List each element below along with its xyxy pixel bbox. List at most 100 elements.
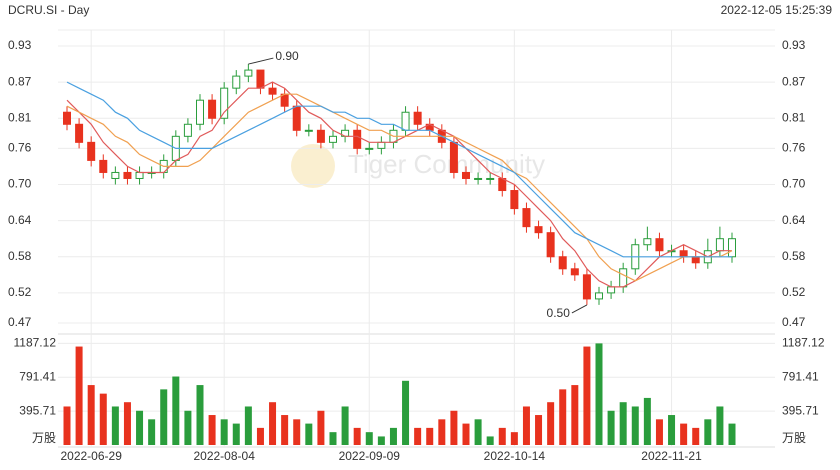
watermark-logo (291, 144, 335, 188)
y-tick-label: 0.52 (8, 285, 32, 299)
candle-body (619, 268, 628, 288)
annotation-leader (248, 57, 274, 65)
volume-bar (450, 410, 458, 445)
volume-bar (208, 415, 216, 445)
candle-body (474, 177, 483, 180)
candle-body (292, 105, 301, 131)
candle-body (655, 238, 664, 252)
y-tick-label: 0.47 (8, 315, 32, 329)
candle-body (304, 129, 313, 132)
volume-bar (389, 427, 397, 445)
volume-tick-label: 1187.12 (14, 336, 57, 350)
volume-bar (668, 415, 676, 445)
y-tick-label: 0.76 (8, 141, 32, 155)
candle-body (679, 250, 688, 258)
volume-bar (87, 385, 95, 445)
volume-tick-label-right: 791.41 (782, 369, 819, 383)
moving-average-line (66, 81, 732, 258)
volume-bar (414, 427, 422, 445)
candle-body (558, 256, 567, 270)
volume-bar (655, 419, 663, 445)
x-tick-label: 2022-10-14 (484, 449, 546, 463)
volume-bar (607, 410, 615, 445)
volume-bar (535, 415, 543, 445)
annotation: 0.50 (547, 306, 571, 320)
volume-bar (728, 423, 736, 445)
volume-bar (293, 419, 301, 445)
volume-bar (474, 419, 482, 445)
candle-body (244, 69, 253, 77)
volume-unit-right: 万股 (782, 431, 806, 445)
volume-bar (438, 419, 446, 445)
y-tick-label-right: 0.93 (782, 38, 806, 52)
candle-body (75, 123, 84, 143)
volume-tick-label-right: 1187.12 (782, 336, 825, 350)
candle-body (413, 111, 422, 125)
candle-body (510, 190, 519, 210)
volume-bar (631, 406, 639, 445)
timestamp: 2022-12-05 15:25:39 (721, 3, 833, 17)
volume-bar (172, 376, 180, 445)
volume-bar (365, 432, 373, 445)
candle-body (329, 135, 337, 143)
candle-body (522, 208, 531, 228)
volume-bar (305, 423, 313, 445)
volume-bar (402, 380, 410, 445)
volume-bar (377, 436, 385, 445)
y-tick-label-right: 0.87 (782, 74, 806, 88)
y-tick-label-right: 0.58 (782, 249, 806, 263)
volume-bar (111, 406, 119, 445)
volume-bar (704, 419, 712, 445)
candle-body (691, 256, 700, 264)
candle-body (135, 171, 144, 179)
volume-bar (559, 389, 567, 445)
volume-bar (256, 427, 264, 445)
volume-bar (269, 402, 277, 445)
volume-bar (148, 419, 156, 445)
volume-bar (583, 346, 591, 445)
watermark: Tiger Community (348, 149, 545, 179)
volume-unit: 万股 (32, 431, 56, 445)
moving-average-line (66, 93, 733, 282)
candle-body (256, 69, 265, 89)
candle-body (353, 129, 362, 149)
volume-bar (692, 427, 700, 445)
volume-bar (341, 406, 349, 445)
candle-body (316, 129, 325, 143)
moving-average-line (66, 81, 732, 288)
x-tick-label: 2022-08-04 (193, 449, 255, 463)
y-tick-label-right: 0.70 (782, 177, 806, 191)
volume-tick-label: 395.71 (19, 403, 56, 417)
candle-body (582, 274, 591, 300)
volume-bar (353, 427, 361, 445)
volume-bar (547, 402, 555, 445)
y-tick-label-right: 0.81 (782, 110, 806, 124)
volume-bar (184, 410, 192, 445)
volume-bar (329, 432, 337, 445)
candle-body (111, 171, 120, 179)
volume-bar (486, 436, 494, 445)
volume-bar (220, 419, 228, 445)
y-tick-label-right: 0.47 (782, 315, 806, 329)
candle-body (183, 123, 192, 137)
candle-body (449, 141, 458, 173)
y-tick-label: 0.81 (8, 110, 32, 124)
candle-body (462, 171, 470, 179)
chart-title: DCRU.SI - Day (8, 3, 89, 17)
candle-body (728, 238, 736, 258)
candle-body (401, 111, 410, 131)
volume-bar (595, 343, 603, 445)
volume-bar (281, 415, 289, 445)
candle-body (595, 292, 603, 300)
volume-bar (317, 410, 325, 445)
y-tick-label: 0.58 (8, 249, 32, 263)
y-tick-label: 0.64 (8, 213, 32, 227)
volume-bar (232, 423, 240, 445)
candle-body (99, 159, 108, 173)
candle-body (570, 268, 579, 276)
volume-bar (426, 427, 434, 445)
volume-bar (123, 402, 131, 445)
watermark-group: Tiger Community (291, 144, 545, 188)
